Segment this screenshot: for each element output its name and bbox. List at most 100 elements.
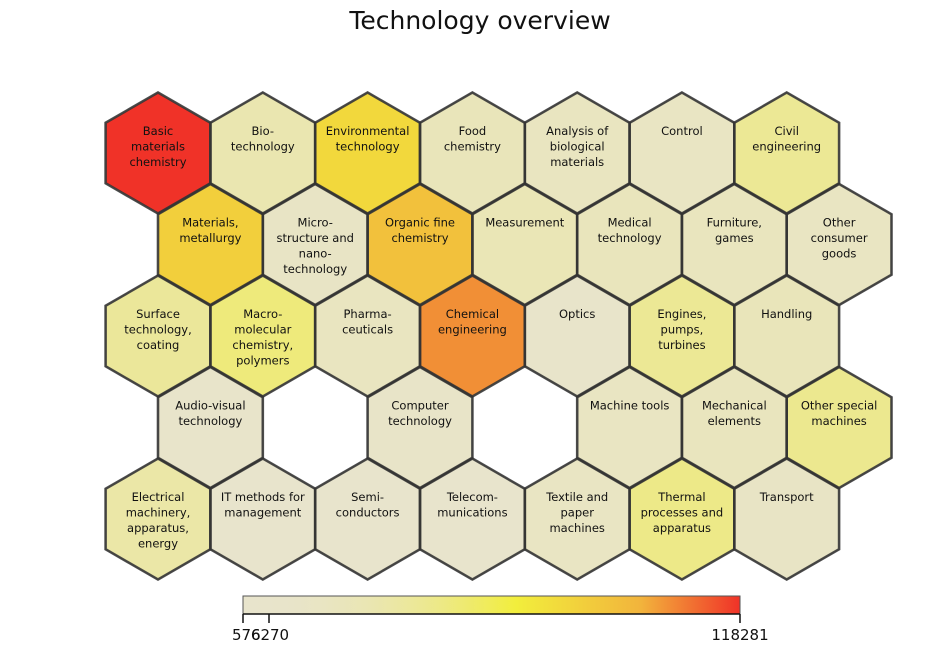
hex-label: Analysis of biological materials — [546, 124, 609, 169]
hex-label-line: munications — [437, 506, 507, 520]
hex-label-line: Engines, — [657, 307, 706, 321]
hex-borders — [104, 90, 893, 582]
hex-label-line: Machine tools — [590, 399, 670, 413]
hex-label: Optics — [559, 307, 595, 321]
hex-label: Bio-technology — [231, 124, 295, 154]
hex-label-line: technology — [598, 231, 662, 245]
hex-label: Other special machines — [801, 399, 877, 429]
hex-label-line: Transport — [759, 490, 814, 504]
hex-label-line: ceuticals — [342, 323, 393, 337]
hex-label-line: Analysis of — [546, 124, 609, 138]
hex-label-line: technology — [336, 140, 400, 154]
hex-label-line: apparatus — [653, 521, 711, 535]
hex-label: Audio-visual technology — [175, 399, 245, 429]
hex-label-line: consumer — [811, 231, 868, 245]
hex-label: Handling — [761, 307, 812, 321]
hex-label-line: Bio- — [252, 124, 274, 138]
hex-label-line: Thermal — [657, 490, 705, 504]
hex-label: Organic fine chemistry — [385, 216, 455, 246]
hex-label: Measurement — [485, 216, 564, 230]
hex-label-line: elements — [708, 414, 761, 428]
hex-label: IT methods for management — [221, 490, 305, 520]
hex-label-line: Other — [823, 216, 856, 230]
hex-label-line: Textile and — [545, 490, 608, 504]
hex-label: Control — [661, 124, 703, 138]
hex-label-line: Optics — [559, 307, 595, 321]
hex-label-line: paper — [560, 506, 594, 520]
hex-label: Civil engineering — [752, 124, 821, 154]
hex-label-line: Electrical — [132, 490, 185, 504]
hex-label-line: Civil — [774, 124, 798, 138]
chart-title: Technology overview — [349, 6, 611, 35]
hex-labels: Basic materials chemistryBio-technologyEnv… — [124, 124, 877, 551]
hex-label-line: coating — [137, 338, 180, 352]
hex-label: Electrical machinery, apparatus, energy — [126, 490, 191, 551]
hex-label-line: structure and — [276, 231, 353, 245]
hex-label: Textile and paper machines — [545, 490, 608, 535]
hex-label-line: Environmental — [326, 124, 410, 138]
hex-label-line: machines — [811, 414, 866, 428]
hex-label-line: IT methods for — [221, 490, 305, 504]
hex-label-line: goods — [822, 247, 857, 261]
hex-label: Basic materials chemistry — [129, 124, 186, 169]
hex-label-line: technology — [231, 140, 295, 154]
hex-label: Telecom-munications — [437, 490, 507, 520]
hex-label-line: Macro- — [243, 307, 282, 321]
hex-label-line: machines — [549, 521, 604, 535]
colorbar-tick-label: 6270 — [251, 626, 289, 644]
hex-label-line: Control — [661, 124, 703, 138]
hex-label-line: Organic fine — [385, 216, 455, 230]
hex-label-line: apparatus, — [127, 521, 189, 535]
hex-label: Food chemistry — [444, 124, 501, 154]
hex-label: Furniture, games — [707, 216, 762, 246]
hex-label-line: Other special — [801, 399, 877, 413]
hex-label: Surface technology, coating — [124, 307, 192, 352]
hex-label-line: technology — [178, 414, 242, 428]
hex-cells — [104, 91, 893, 581]
hex-label: Mechanical elements — [702, 399, 767, 429]
hex-label-line: pumps, — [661, 323, 704, 337]
hex-label-line: engineering — [752, 140, 821, 154]
hex-label: Other consumer goods — [811, 216, 868, 261]
hex-label: Micro-structure and nano-technology — [276, 216, 353, 277]
hex-label: Medical technology — [598, 216, 662, 246]
hex-label-line: turbines — [658, 338, 705, 352]
hex-label-line: Telecom- — [446, 490, 498, 504]
hex-label-line: chemistry — [391, 231, 448, 245]
hex-label-line: Surface — [136, 307, 180, 321]
hex-label: Transport — [759, 490, 814, 504]
hex-label-line: conductors — [336, 506, 400, 520]
colorbar-tick-label: 576 — [232, 626, 261, 644]
hex-label-line: Medical — [608, 216, 652, 230]
hex-label: Semi-conductors — [336, 490, 400, 520]
hex-label-line: Chemical — [446, 307, 499, 321]
hex-label-line: Micro- — [298, 216, 333, 230]
hex-label: Computer technology — [388, 399, 452, 429]
hex-cell-border — [732, 456, 841, 582]
hex-label: Pharma-ceuticals — [342, 307, 393, 337]
hex-label-line: Basic — [143, 124, 173, 138]
colorbar — [242, 595, 741, 615]
hex-label-line: Food — [459, 124, 487, 138]
hex-label-line: materials — [550, 155, 604, 169]
hex-label-line: Audio-visual — [175, 399, 245, 413]
hex-label-line: Furniture, — [707, 216, 762, 230]
hex-label: Environmental technology — [326, 124, 410, 154]
hex-label-line: Semi- — [351, 490, 384, 504]
hex-label-line: Materials, — [182, 216, 238, 230]
hex-label-line: energy — [138, 537, 178, 551]
hex-label-line: technology — [283, 262, 347, 276]
hex-label-line: Handling — [761, 307, 812, 321]
hex-label: Materials, metallurgy — [179, 216, 241, 246]
hex-label: Engines, pumps, turbines — [657, 307, 706, 352]
hex-label-line: technology, — [124, 323, 192, 337]
hex-label: Thermal processes and apparatus — [641, 490, 724, 535]
hex-label-line: materials — [131, 140, 185, 154]
hex-label-line: Pharma- — [343, 307, 391, 321]
hex-label-line: machinery, — [126, 506, 191, 520]
hex-label: Chemical engineering — [438, 307, 507, 337]
hex-label-line: processes and — [641, 506, 724, 520]
hex-label-line: Computer — [391, 399, 448, 413]
hex-label-line: games — [715, 231, 754, 245]
